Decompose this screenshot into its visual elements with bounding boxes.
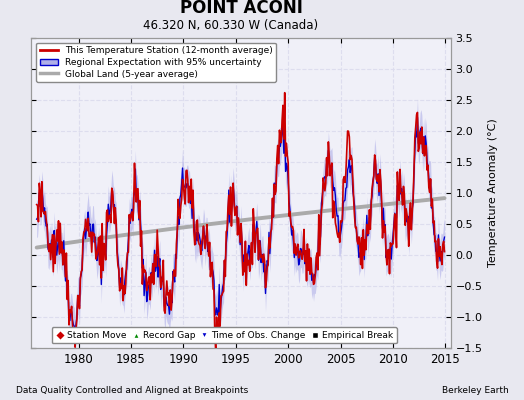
- Text: Berkeley Earth: Berkeley Earth: [442, 386, 508, 395]
- Text: 46.320 N, 60.330 W (Canada): 46.320 N, 60.330 W (Canada): [143, 20, 318, 32]
- Title: POINT ACONI: POINT ACONI: [180, 0, 302, 17]
- Text: Data Quality Controlled and Aligned at Breakpoints: Data Quality Controlled and Aligned at B…: [16, 386, 248, 395]
- Legend: Station Move, Record Gap, Time of Obs. Change, Empirical Break: Station Move, Record Gap, Time of Obs. C…: [52, 327, 397, 344]
- Y-axis label: Temperature Anomaly (°C): Temperature Anomaly (°C): [488, 119, 498, 267]
